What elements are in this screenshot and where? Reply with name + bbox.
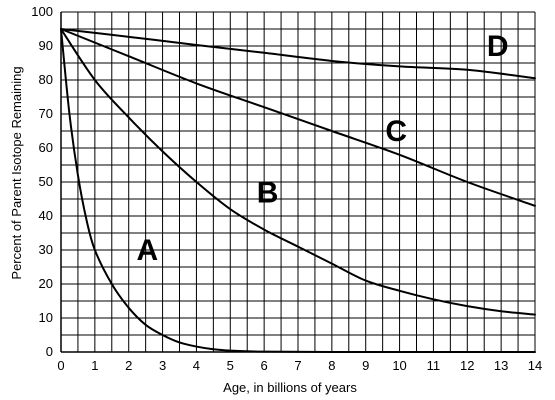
x-tick-label: 7	[294, 358, 301, 373]
x-tick-label: 0	[57, 358, 64, 373]
y-tick-label: 10	[39, 310, 53, 325]
curve-label-b: B	[257, 176, 279, 209]
x-tick-label: 4	[193, 358, 200, 373]
y-tick-label: 0	[46, 344, 53, 359]
curve-labels: A B C D	[136, 30, 508, 267]
x-tick-label: 8	[328, 358, 335, 373]
x-tick-label: 14	[528, 358, 542, 373]
curve-label-d: D	[487, 30, 509, 63]
y-tick-label: 40	[39, 208, 53, 223]
grid	[60, 11, 536, 353]
x-tick-label: 3	[159, 358, 166, 373]
x-tick-label: 5	[227, 358, 234, 373]
series-line-d	[60, 28, 536, 80]
y-axis-title: Percent of Parent Isotope Remaining	[9, 66, 24, 279]
x-tick-label: 10	[392, 358, 406, 373]
curve-label-a: A	[136, 234, 158, 267]
y-tick-label: 20	[39, 276, 53, 291]
x-tick-labels: 0 1 2 3 4 5 6 7 8 9 10 11 12 13 14	[57, 358, 542, 373]
x-axis-title: Age, in billions of years	[223, 380, 357, 395]
axes	[60, 12, 535, 353]
y-tick-label: 100	[31, 4, 53, 19]
x-tick-label: 2	[125, 358, 132, 373]
series-line-b	[60, 28, 536, 316]
y-tick-label: 70	[39, 106, 53, 121]
x-tick-label: 9	[362, 358, 369, 373]
y-tick-label: 80	[39, 72, 53, 87]
curve-label-c: C	[385, 115, 407, 148]
x-tick-label: 11	[427, 358, 441, 373]
series-line-c	[60, 28, 536, 207]
y-tick-label: 50	[39, 174, 53, 189]
y-tick-labels: 0 10 20 30 40 50 60 70 80 90 100	[31, 4, 53, 359]
y-tick-label: 90	[39, 38, 53, 53]
y-tick-label: 30	[39, 242, 53, 257]
x-tick-label: 1	[91, 358, 98, 373]
y-tick-label: 60	[39, 140, 53, 155]
x-tick-label: 13	[494, 358, 508, 373]
x-tick-label: 12	[460, 358, 474, 373]
x-tick-label: 6	[261, 358, 268, 373]
